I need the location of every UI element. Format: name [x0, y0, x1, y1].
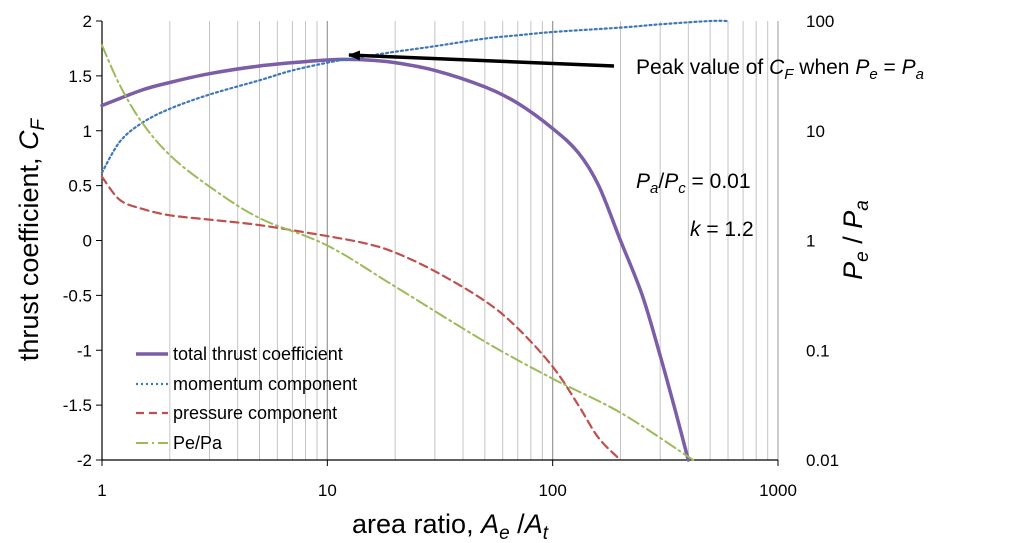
legend: total thrust coefficient momentum compon… [136, 344, 357, 453]
y-tick-label: 2 [83, 12, 92, 31]
y2-tick-label: 10 [806, 122, 825, 141]
legend-label-total: total thrust coefficient [173, 344, 343, 364]
y2-tick-label: 0.01 [806, 451, 839, 470]
x-tick-label: 1000 [759, 481, 797, 500]
plot-area [100, 19, 730, 462]
series-total-thrust-coefficient [100, 57, 691, 462]
vertical-gridlines [101, 21, 779, 460]
y-tick-label: 1.5 [68, 67, 92, 86]
y-tick-label: -1.5 [63, 396, 92, 415]
y-tick-label: 1 [83, 122, 92, 141]
y-tick-label: 0 [83, 232, 92, 251]
y-tick-label: -0.5 [63, 286, 92, 305]
pressure-ratio-annotation: Pa/Pc = 0.01 [636, 170, 751, 197]
x-tick-label: 10 [318, 481, 337, 500]
legend-label-pressure: pressure component [173, 403, 337, 423]
tick-labels: -2 -1.5 -1 -0.5 0 0.5 1 1.5 2 1 10 100 1000 0.01 0.1 1 1… [63, 12, 839, 500]
series-pressure-component [100, 175, 622, 462]
y-tick-label: -1 [77, 341, 92, 360]
series-pe-pa [101, 44, 695, 461]
y-tick-label: -2 [77, 451, 92, 470]
peak-annotation-text: Peak value of CF when Pe = Pa [636, 56, 924, 83]
k-annotation: k = 1.2 [690, 218, 754, 241]
y2-tick-label: 0.1 [806, 341, 830, 360]
y-axis-title: thrust coefficient, CF [14, 118, 49, 362]
legend-label-pepa: Pe/Pa [173, 433, 223, 453]
y2-axis-title: Pe / Pa [838, 200, 873, 280]
y2-tick-label: 100 [806, 12, 834, 31]
y-tick-label: 0.5 [68, 177, 92, 196]
legend-label-momentum: momentum component [173, 374, 357, 394]
axes [96, 20, 779, 466]
x-axis-title: area ratio, Ae /At [352, 509, 549, 543]
series-momentum-component [100, 19, 730, 174]
peak-annotation-arrow [348, 50, 615, 68]
x-tick-label: 1 [97, 481, 106, 500]
x-tick-label: 100 [538, 481, 566, 500]
y2-tick-label: 1 [806, 232, 815, 251]
